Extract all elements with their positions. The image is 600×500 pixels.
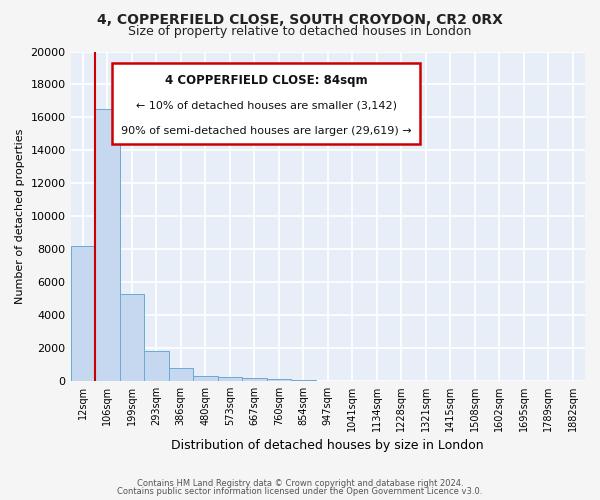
Bar: [242, 378, 266, 381]
X-axis label: Distribution of detached houses by size in London: Distribution of detached houses by size …: [172, 440, 484, 452]
Bar: [169, 368, 193, 381]
Bar: [218, 376, 242, 381]
Bar: [119, 294, 144, 381]
Text: ← 10% of detached houses are smaller (3,142): ← 10% of detached houses are smaller (3,…: [136, 101, 397, 111]
Text: 4, COPPERFIELD CLOSE, SOUTH CROYDON, CR2 0RX: 4, COPPERFIELD CLOSE, SOUTH CROYDON, CR2…: [97, 12, 503, 26]
Text: Contains public sector information licensed under the Open Government Licence v3: Contains public sector information licen…: [118, 487, 482, 496]
Bar: [291, 380, 316, 381]
Y-axis label: Number of detached properties: Number of detached properties: [15, 128, 25, 304]
Text: Size of property relative to detached houses in London: Size of property relative to detached ho…: [128, 25, 472, 38]
Bar: [144, 351, 169, 381]
Bar: [193, 376, 218, 381]
Bar: [266, 379, 291, 381]
Bar: [71, 246, 95, 381]
FancyBboxPatch shape: [112, 63, 421, 144]
Bar: [95, 109, 119, 381]
Text: 90% of semi-detached houses are larger (29,619) →: 90% of semi-detached houses are larger (…: [121, 126, 412, 136]
Text: Contains HM Land Registry data © Crown copyright and database right 2024.: Contains HM Land Registry data © Crown c…: [137, 478, 463, 488]
Text: 4 COPPERFIELD CLOSE: 84sqm: 4 COPPERFIELD CLOSE: 84sqm: [165, 74, 367, 88]
